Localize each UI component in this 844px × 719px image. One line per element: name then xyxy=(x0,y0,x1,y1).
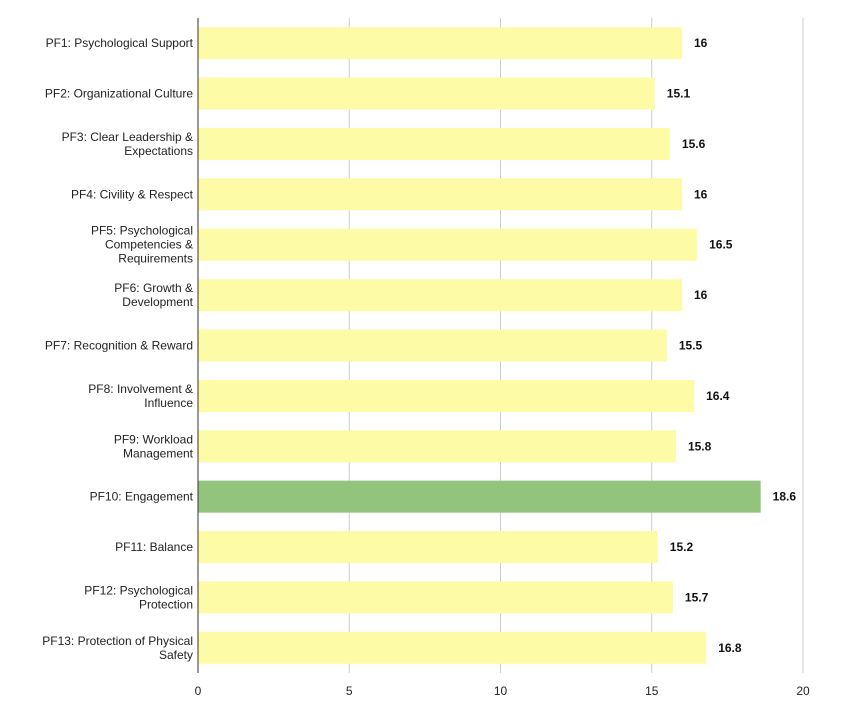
bar xyxy=(198,178,682,211)
category-label: PF5: Psychological Competencies & Requirem… xyxy=(91,224,193,266)
category-label: PF1: Psychological Support xyxy=(46,36,194,50)
x-tick-label: 15 xyxy=(645,684,659,698)
data-label: 16 xyxy=(694,187,708,201)
x-tick-label: 0 xyxy=(195,684,202,698)
data-label: 16.8 xyxy=(718,641,742,655)
x-tick-label: 10 xyxy=(494,684,508,698)
bar xyxy=(198,27,682,60)
bar xyxy=(198,631,707,664)
data-label: 16 xyxy=(694,36,708,50)
bar xyxy=(198,379,695,412)
data-label: 16.4 xyxy=(706,389,730,403)
category-label: PF12: Psychological Protection xyxy=(84,583,193,611)
bar xyxy=(198,430,676,463)
bar xyxy=(198,127,670,160)
category-label: PF11: Balance xyxy=(115,540,193,554)
x-tick-label: 5 xyxy=(346,684,353,698)
labels: 16 PF1: Psychological Support 15.1 PF2: Org… xyxy=(42,36,796,662)
data-label: 15.6 xyxy=(682,137,706,151)
data-label: 15.8 xyxy=(688,439,712,453)
category-label: PF4: Civility & Respect xyxy=(71,187,194,201)
bar xyxy=(198,228,698,261)
bar xyxy=(198,279,682,312)
data-label: 16.5 xyxy=(709,238,733,252)
category-label: PF2: Organizational Culture xyxy=(45,87,193,101)
data-label: 15.2 xyxy=(670,540,694,554)
category-label: PF3: Clear Leadership & Expectations xyxy=(62,130,193,158)
category-label: PF6: Growth & Development xyxy=(114,281,193,309)
bar xyxy=(198,581,673,614)
category-label: PF7: Recognition & Reward xyxy=(45,339,193,353)
bars xyxy=(198,27,761,664)
data-label: 18.6 xyxy=(773,490,797,504)
category-label: PF13: Protection of Physical Safety xyxy=(42,634,193,662)
data-label: 15.1 xyxy=(667,87,691,101)
bar xyxy=(198,329,667,362)
bar xyxy=(198,531,658,564)
data-label: 15.7 xyxy=(685,590,709,604)
category-label: PF9: Workload Management xyxy=(114,432,194,460)
data-label: 15.5 xyxy=(679,339,703,353)
axes: 0 5 10 15 20 xyxy=(195,18,810,698)
x-tick-label: 20 xyxy=(796,684,810,698)
bar xyxy=(198,77,655,110)
data-label: 16 xyxy=(694,288,708,302)
category-label: PF8: Involvement & Influence xyxy=(88,382,193,410)
category-label: PF10: Engagement xyxy=(90,490,194,504)
bar xyxy=(198,480,761,513)
